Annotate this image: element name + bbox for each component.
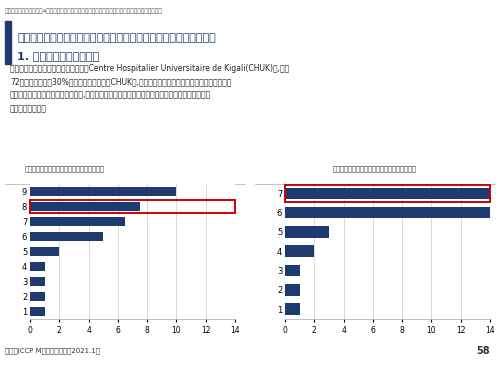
Bar	[30, 232, 103, 241]
Text: 図表５４　出産した病院はどこか（ブゲセラ）: 図表５４ 出産した病院はどこか（ブゲセラ）	[333, 165, 417, 172]
Bar	[285, 246, 314, 257]
Bar	[5, 21, 11, 64]
Text: ルワンダ基礎調査（ターゲット顧客の思考・行動と競合サービス）: ルワンダ基礎調査（ターゲット顧客の思考・行動と競合サービス）	[17, 33, 216, 43]
Bar	[30, 277, 44, 286]
Bar	[30, 247, 60, 256]
Bar	[285, 185, 490, 202]
Text: 58: 58	[476, 346, 490, 355]
Text: 1. 病院の選択：出産病院: 1. 病院の選択：出産病院	[17, 51, 100, 61]
Text: 図表５３　出産した病院はどこか（キガリ）: 図表５３ 出産した病院はどこか（キガリ）	[25, 165, 105, 172]
Bar	[285, 226, 329, 238]
Bar	[30, 307, 44, 316]
Bar	[30, 187, 176, 196]
Bar	[285, 188, 490, 199]
Text: 出所：JCCP M株式会社作成（2021.1）: 出所：JCCP M株式会社作成（2021.1）	[5, 347, 100, 354]
Bar	[30, 292, 44, 301]
Bar	[285, 303, 300, 315]
Bar	[30, 202, 140, 211]
Text: 両地区で最も選択されている病院はCentre Hospitalier Universitaire de Kigali(CHUK)で,延べ
72出産数のうちの30: 両地区で最も選択されている病院はCentre Hospitalier Unive…	[10, 64, 289, 113]
Bar	[30, 262, 44, 271]
Bar	[30, 200, 235, 213]
Text: ルワンダ／両区域調査／4．市場・投資環境調査情報／業界構造・主要企業、競合（日本企業以外）: ルワンダ／両区域調査／4．市場・投資環境調査情報／業界構造・主要企業、競合（日本…	[5, 9, 163, 14]
Bar	[285, 284, 300, 296]
Bar	[30, 217, 125, 226]
Bar	[285, 265, 300, 276]
Bar	[285, 207, 490, 219]
